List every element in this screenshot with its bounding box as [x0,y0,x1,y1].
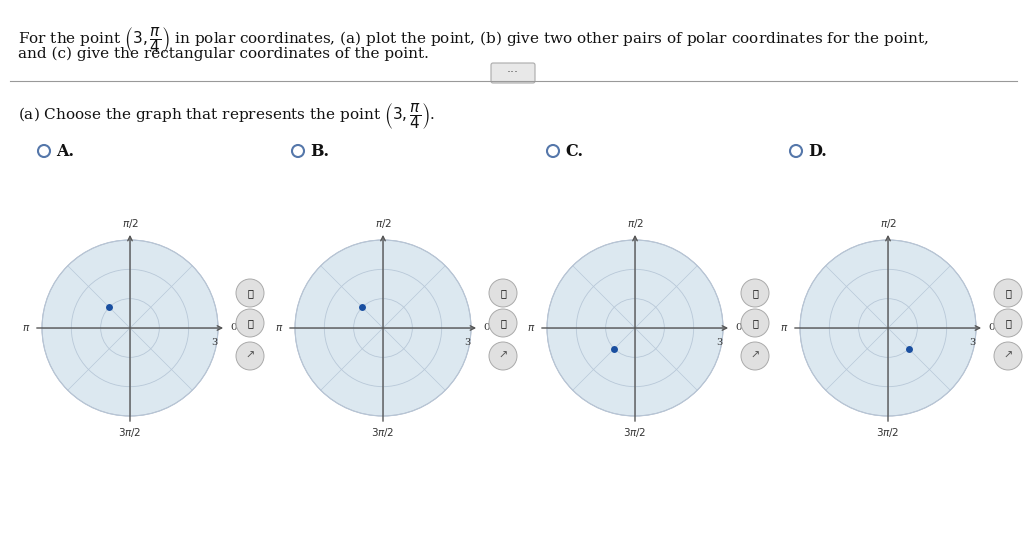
Circle shape [994,342,1022,370]
Text: $\pi/2$: $\pi/2$ [375,217,391,230]
Text: $3\pi/2$: $3\pi/2$ [371,426,394,439]
Text: A.: A. [56,142,74,160]
Circle shape [236,309,264,337]
FancyBboxPatch shape [491,63,535,83]
Text: ↗: ↗ [498,351,507,361]
Circle shape [489,279,517,307]
Circle shape [800,240,976,416]
Text: $\pi$: $\pi$ [779,323,788,333]
Circle shape [547,240,723,416]
Text: C.: C. [565,142,583,160]
Text: $\pi/2$: $\pi/2$ [121,217,139,230]
Circle shape [295,240,471,416]
Text: (a) Choose the graph that represents the point $\left(3,\dfrac{\pi}{4}\right)$.: (a) Choose the graph that represents the… [18,101,434,131]
Text: $\pi/2$: $\pi/2$ [879,217,897,230]
Text: 🔍: 🔍 [752,318,758,328]
Text: 0: 0 [735,324,741,332]
Text: 3: 3 [211,338,217,347]
Text: $3\pi/2$: $3\pi/2$ [876,426,900,439]
Text: B.: B. [310,142,329,160]
Text: 3: 3 [716,338,722,347]
Text: 🔍: 🔍 [500,318,506,328]
Circle shape [42,240,218,416]
Circle shape [489,342,517,370]
Text: 🔍: 🔍 [500,288,506,298]
Text: 0: 0 [988,324,994,332]
Text: ···: ··· [507,66,519,79]
Text: 🔍: 🔍 [1005,318,1011,328]
Text: $3\pi/2$: $3\pi/2$ [118,426,142,439]
Text: ↗: ↗ [751,351,760,361]
Text: $\pi/2$: $\pi/2$ [626,217,644,230]
Text: 3: 3 [464,338,470,347]
Circle shape [489,309,517,337]
Circle shape [741,309,769,337]
Circle shape [741,279,769,307]
Text: 0: 0 [230,324,236,332]
Text: D.: D. [808,142,827,160]
Text: 🔍: 🔍 [248,288,253,298]
Circle shape [994,309,1022,337]
Text: ↗: ↗ [1003,351,1013,361]
Circle shape [236,342,264,370]
Text: 3: 3 [968,338,975,347]
Text: 🔍: 🔍 [1005,288,1011,298]
Text: ↗: ↗ [245,351,255,361]
Text: $\pi$: $\pi$ [22,323,30,333]
Text: and (c) give the rectangular coordinates of the point.: and (c) give the rectangular coordinates… [18,47,429,61]
Text: $\pi$: $\pi$ [527,323,535,333]
Text: 0: 0 [483,324,490,332]
Text: For the point $\left(3,\dfrac{\pi}{4}\right)$ in polar coordinates, (a) plot the: For the point $\left(3,\dfrac{\pi}{4}\ri… [18,25,928,55]
Circle shape [236,279,264,307]
Text: 🔍: 🔍 [752,288,758,298]
Text: 🔍: 🔍 [248,318,253,328]
Text: $3\pi/2$: $3\pi/2$ [623,426,647,439]
Circle shape [741,342,769,370]
Circle shape [994,279,1022,307]
Text: $\pi$: $\pi$ [274,323,283,333]
